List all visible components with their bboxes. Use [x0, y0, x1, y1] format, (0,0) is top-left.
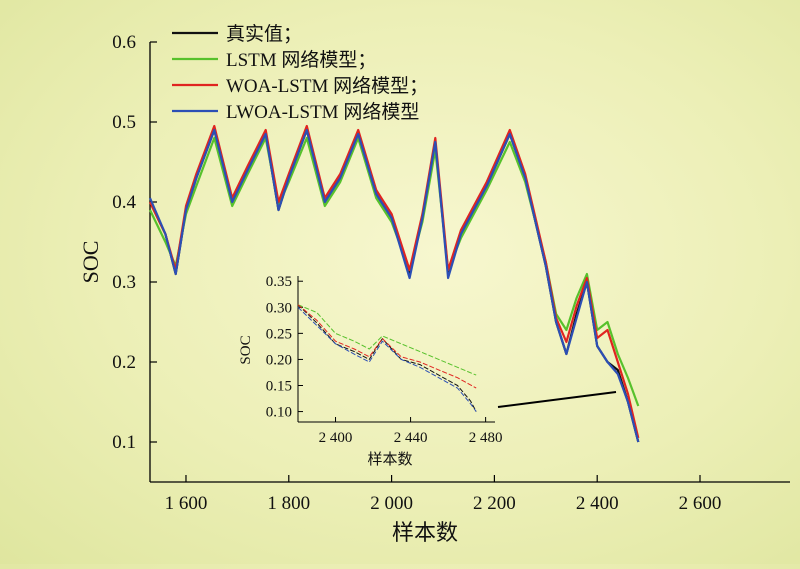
zoom-pointer-line [497, 391, 617, 408]
legend-label-3: LWOA-LSTM 网络模型 [226, 101, 419, 123]
inset-y-tick-label: 0.15 [266, 379, 292, 395]
series-line-1 [149, 136, 640, 407]
y-tick-label: 0.3 [112, 272, 136, 293]
inset-x-tick-label: 2 400 [319, 430, 353, 446]
inset-y-tick-label: 0.20 [266, 352, 292, 368]
inset-series-line-2 [297, 304, 477, 389]
inset-x-tick-label: 2 440 [394, 430, 428, 446]
inset-x-tick-label: 2 480 [469, 430, 503, 446]
series-line-3 [148, 128, 640, 443]
legend-label-2: WOA-LSTM 网络模型； [226, 75, 428, 97]
y-tick-label: 0.1 [112, 432, 136, 453]
inset-y-tick-label: 0.10 [266, 405, 292, 421]
inset-x-axis-title: 样本数 [367, 451, 412, 468]
y-tick-label: 0.5 [112, 112, 136, 133]
inset-y-tick-label: 0.30 [266, 300, 292, 316]
y-axis-title: SOC [78, 241, 103, 284]
y-tick-label: 0.2 [112, 352, 136, 373]
x-tick-label: 2 000 [370, 493, 413, 514]
x-axis-title: 样本数 [392, 520, 458, 545]
inset-series-line-3 [297, 306, 477, 412]
inset-series-line-1 [297, 304, 477, 376]
inset-y-tick-label: 0.25 [266, 326, 292, 342]
x-tick-label: 2 600 [679, 493, 722, 514]
legend-label-0: 真实值； [226, 23, 302, 45]
x-tick-label: 2 200 [473, 493, 516, 514]
legend-label-1: LSTM 网络模型； [226, 49, 376, 71]
inset-series-line-0 [297, 304, 477, 412]
x-tick-label: 1 600 [165, 493, 208, 514]
y-tick-label: 0.6 [112, 32, 136, 53]
inset-y-axis-title: SOC [238, 335, 254, 364]
series-line-0 [149, 128, 640, 443]
x-tick-label: 2 400 [576, 493, 619, 514]
inset-y-tick-label: 0.35 [266, 274, 292, 290]
y-tick-label: 0.4 [112, 192, 136, 213]
x-tick-label: 1 800 [267, 493, 310, 514]
